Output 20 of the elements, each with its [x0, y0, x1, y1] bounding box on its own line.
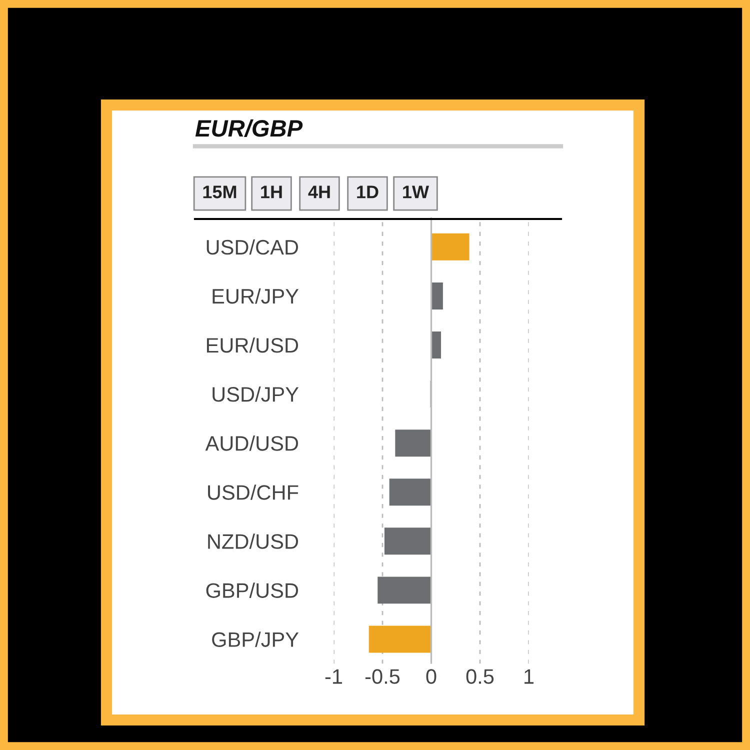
text: 1H: [261, 186, 282, 198]
x-tick-label: 0.5: [466, 669, 494, 684]
text: 15M: [203, 186, 236, 198]
x-tick-label: 1: [524, 669, 534, 684]
y-tick-label: EUR/JPY: [212, 288, 299, 304]
x-tick-label: -0.5: [365, 669, 400, 684]
x-tick-label: -1: [325, 669, 342, 684]
y-tick-label: USD/JPY: [212, 386, 299, 402]
y-tick-label: GBP/USD: [206, 582, 298, 598]
text: 1W: [403, 186, 430, 198]
y-tick-label: USD/CAD: [206, 239, 298, 255]
y-tick-label: AUD/USD: [205, 436, 298, 451]
text: 1D: [357, 186, 378, 198]
x-tick-label: 0: [426, 669, 436, 684]
y-tick-label: USD/CHF: [208, 484, 298, 500]
y-tick-label: NZD/USD: [208, 534, 298, 549]
text: 4H: [308, 186, 330, 198]
chart-title: EUR/GBP: [195, 119, 303, 137]
y-tick-label: GBP/JPY: [212, 632, 299, 647]
y-tick-label: EUR/USD: [206, 337, 298, 353]
